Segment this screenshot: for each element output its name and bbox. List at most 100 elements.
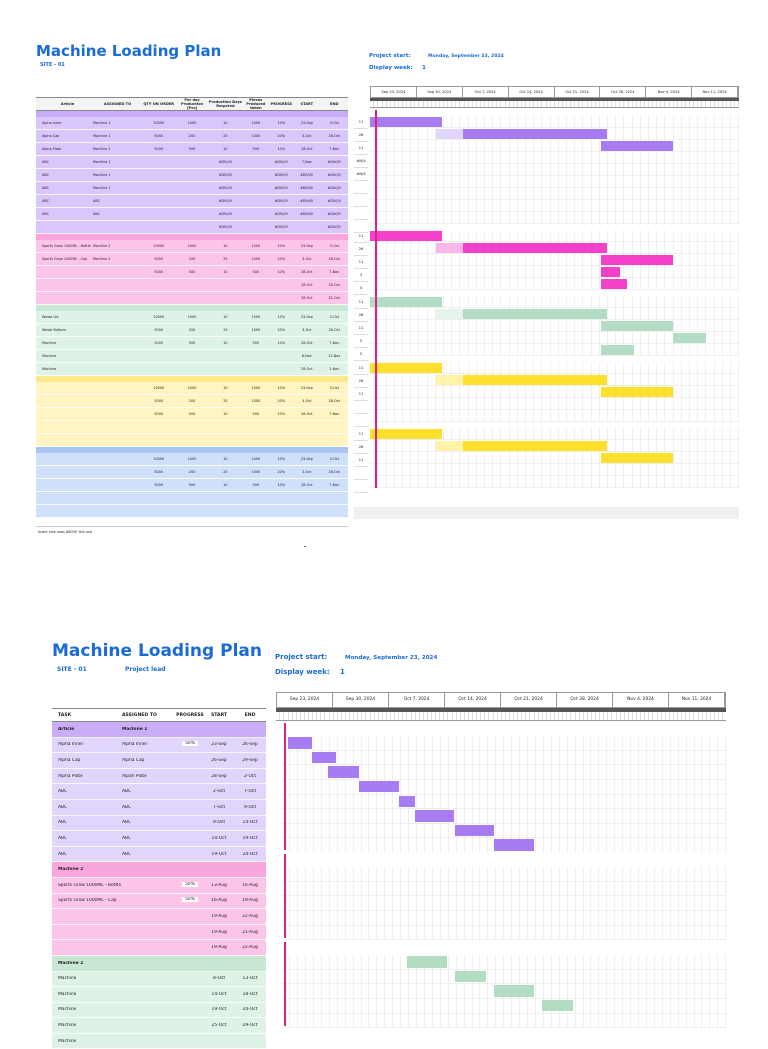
table-row[interactable]: ABC Machine 1 #DIV/0! #DIV/0! #DIV/0! #DIV/0!: [36, 182, 348, 195]
gantt-bar[interactable]: [600, 321, 674, 331]
table-row[interactable]: Alpha Cap Machine 1 5000 200 25 1000 20% 3-Oct 2…: [36, 130, 348, 143]
table-row[interactable]: ABC Machine 1 #DIV/0! #DIV/0! 7-Nov #DIV/0!: [36, 156, 348, 169]
cell-end: 7-Nov: [329, 270, 340, 274]
task-row[interactable]: Machine: [52, 1033, 266, 1049]
table-row[interactable]: 5000 200 25 1000 20% 3-Oct 28-Oct: [36, 395, 348, 408]
cell-per-day: 500: [188, 270, 196, 274]
gantt2-bar[interactable]: [288, 737, 312, 749]
task-row[interactable]: 19-Aug 22-Aug: [52, 909, 266, 925]
gantt2-bar[interactable]: [311, 751, 336, 764]
task-assigned: ABC: [122, 835, 132, 841]
table-row[interactable]: 5000 500 10 500 10% 28-Oct 7-Nov: [36, 408, 348, 421]
gantt-bar[interactable]: [370, 297, 443, 307]
project-start-value[interactable]: Monday, September 23, 2024: [428, 54, 504, 59]
gantt-bar[interactable]: [600, 387, 674, 397]
gantt-bar[interactable]: [600, 141, 674, 151]
task-row[interactable]: Machine 8-Oct 13-Oct: [52, 971, 266, 988]
table-row[interactable]: [36, 421, 348, 434]
table-row[interactable]: 28-Oct 31-Oct: [36, 292, 348, 305]
gantt-bar[interactable]: [600, 255, 674, 265]
section-bar: [36, 111, 348, 117]
table-row[interactable]: Waste Lid 10000 1000 10 1000 10% 23-Sep 3-Oct: [36, 311, 348, 324]
table-row[interactable]: Machine 8-Nov 12-Nov: [36, 350, 348, 363]
table-row[interactable]: 28-Oct 30-Oct: [36, 279, 348, 292]
days-cell: [354, 467, 368, 480]
gantt-chart-2: Sep 23, 2024 Sep 30, 2024 Oct 7, 2024 Oct 1…: [276, 692, 726, 721]
table-row[interactable]: Machine 5000 500 10 500 10% 28-Oct 7-Nov: [36, 337, 348, 350]
table-row[interactable]: 5000 500 10 500 10% 28-Oct 7-Nov: [36, 266, 348, 279]
table-row[interactable]: 5000 500 10 500 10% 28-Oct 7-Nov: [36, 479, 348, 492]
gantt2-bar[interactable]: [327, 766, 360, 778]
gantt2-bar[interactable]: [399, 795, 415, 808]
task-row[interactable]: ABC ABC 7-Oct 9-Oct: [52, 799, 266, 816]
task-row[interactable]: ABC ABC 19-Oct 24-Oct: [52, 846, 266, 863]
task-row[interactable]: ABC ABC 2-Oct 7-Oct: [52, 784, 266, 800]
gantt2-bar[interactable]: [494, 839, 534, 851]
table-row[interactable]: Alpha Inner Machine 1 10000 1000 10 1000 10% 23…: [36, 117, 348, 130]
table-row[interactable]: [36, 505, 348, 518]
task-row[interactable]: 19-Aug 22-Aug: [52, 940, 266, 956]
cell-days: #DIV/0!: [218, 225, 233, 229]
task-row[interactable]: Alpha Inner Alpha Inner 50% 23-Sep 26-Sep: [52, 737, 266, 754]
gantt2-bar[interactable]: [414, 810, 455, 822]
gantt-bar[interactable]: [435, 243, 608, 253]
gantt2-bar[interactable]: [359, 780, 399, 793]
table-row[interactable]: Sports Grow 1000ML - Cap Machine 2 5000 200…: [36, 253, 348, 266]
group-header[interactable]: Machine 2: [52, 955, 266, 972]
gantt2-bar[interactable]: [406, 956, 447, 968]
task-row[interactable]: Alpha Plate Alpah Plate 28-Sep 2-Oct: [52, 768, 266, 785]
cell-end: 7-Nov: [329, 412, 340, 416]
gantt-bar[interactable]: [435, 129, 608, 139]
group-header[interactable]: Article Machine 1: [52, 722, 266, 738]
table-row[interactable]: Alpha Plate Machine 2 5000 500 10 500 10% 28-Oc…: [36, 143, 348, 156]
table-row[interactable]: Waste Bottom 5000 200 25 1000 20% 3-Oct 28-Oct: [36, 324, 348, 337]
cell-days: 10: [223, 412, 228, 416]
task-row[interactable]: Alpha Cap Alpha Cap 26-Sep 29-Sep: [52, 753, 266, 769]
table-row[interactable]: ABC Machine 1 #DIV/0! #DIV/0! #DIV/0! #DIV/0!: [36, 169, 348, 182]
gantt-bar[interactable]: [370, 117, 443, 127]
task-row[interactable]: Sports Grow 1000ML - Cap 50% 16-Aug 19-Aug: [52, 893, 266, 910]
task-row[interactable]: Machine 14-Oct 18-Oct: [52, 987, 266, 1003]
task-start: 28-Sep: [211, 773, 227, 779]
gantt-bar[interactable]: [600, 453, 674, 463]
page2-display-week-value[interactable]: 1: [340, 668, 345, 676]
display-week-value[interactable]: 1: [422, 65, 426, 71]
task-row[interactable]: Machine 19-Oct 24-Oct: [52, 1002, 266, 1019]
cell-start: 7-Nov: [301, 160, 312, 164]
table-row[interactable]: #DIV/0! #DIV/0! #DIV/0!: [36, 221, 348, 234]
table-row[interactable]: Machine 28-Oct 1-Nov: [36, 363, 348, 376]
gantt2-bar[interactable]: [454, 970, 487, 983]
gantt-bar[interactable]: [600, 267, 621, 277]
table-row[interactable]: 10000 1000 10 1000 10% 23-Sep 3-Oct: [36, 382, 348, 395]
gantt-bar[interactable]: [600, 345, 634, 355]
task-row[interactable]: Machine 25-Oct 29-Oct: [52, 1018, 266, 1034]
gantt-bar[interactable]: [600, 279, 627, 289]
gantt2-bar[interactable]: [454, 824, 495, 837]
group-header[interactable]: Machine 2: [52, 862, 266, 878]
table-row[interactable]: [36, 492, 348, 505]
cell-pieces: 1000: [251, 328, 261, 332]
table-row[interactable]: ABC ABC #DIV/0! #DIV/0! #DIV/0! #DIV/0!: [36, 208, 348, 221]
cell-progress: #DIV/0!: [274, 199, 289, 203]
page2-project-start-value[interactable]: Monday, September 23, 2024: [345, 655, 438, 661]
table-row[interactable]: Sports Grow 1000ML - Bottle Machine 2 1000…: [36, 240, 348, 253]
gantt2-bar[interactable]: [541, 999, 574, 1012]
task-row[interactable]: 19-Aug 21-Aug: [52, 924, 266, 941]
cell-end: 12-Nov: [328, 354, 341, 358]
table-row[interactable]: 5000 200 25 1000 20% 3-Oct 28-Oct: [36, 466, 348, 479]
cell-days: 10: [223, 315, 228, 319]
task-row[interactable]: ABC ABC 14-Oct 19-Oct: [52, 831, 266, 847]
task-row[interactable]: ABC ABC 9-Oct 14-Oct: [52, 815, 266, 832]
table-row[interactable]: 10000 1000 10 1000 10% 23-Sep 3-Oct: [36, 453, 348, 466]
table-row[interactable]: [36, 434, 348, 447]
table-row[interactable]: ABC ABC #DIV/0! #DIV/0! #DIV/0! #DIV/0!: [36, 195, 348, 208]
gantt-bar[interactable]: [370, 363, 443, 373]
gantt-bar[interactable]: [370, 231, 443, 241]
gantt-bar[interactable]: [370, 429, 443, 439]
gantt-bar[interactable]: [435, 441, 608, 451]
task-row[interactable]: Sports Grow 1000ML - Bottle 50% 13-Aug 16-A…: [52, 877, 266, 894]
gantt-bar[interactable]: [673, 333, 707, 343]
gantt-bar[interactable]: [435, 309, 608, 319]
gantt2-bar[interactable]: [494, 985, 534, 997]
gantt-bar[interactable]: [435, 375, 608, 385]
